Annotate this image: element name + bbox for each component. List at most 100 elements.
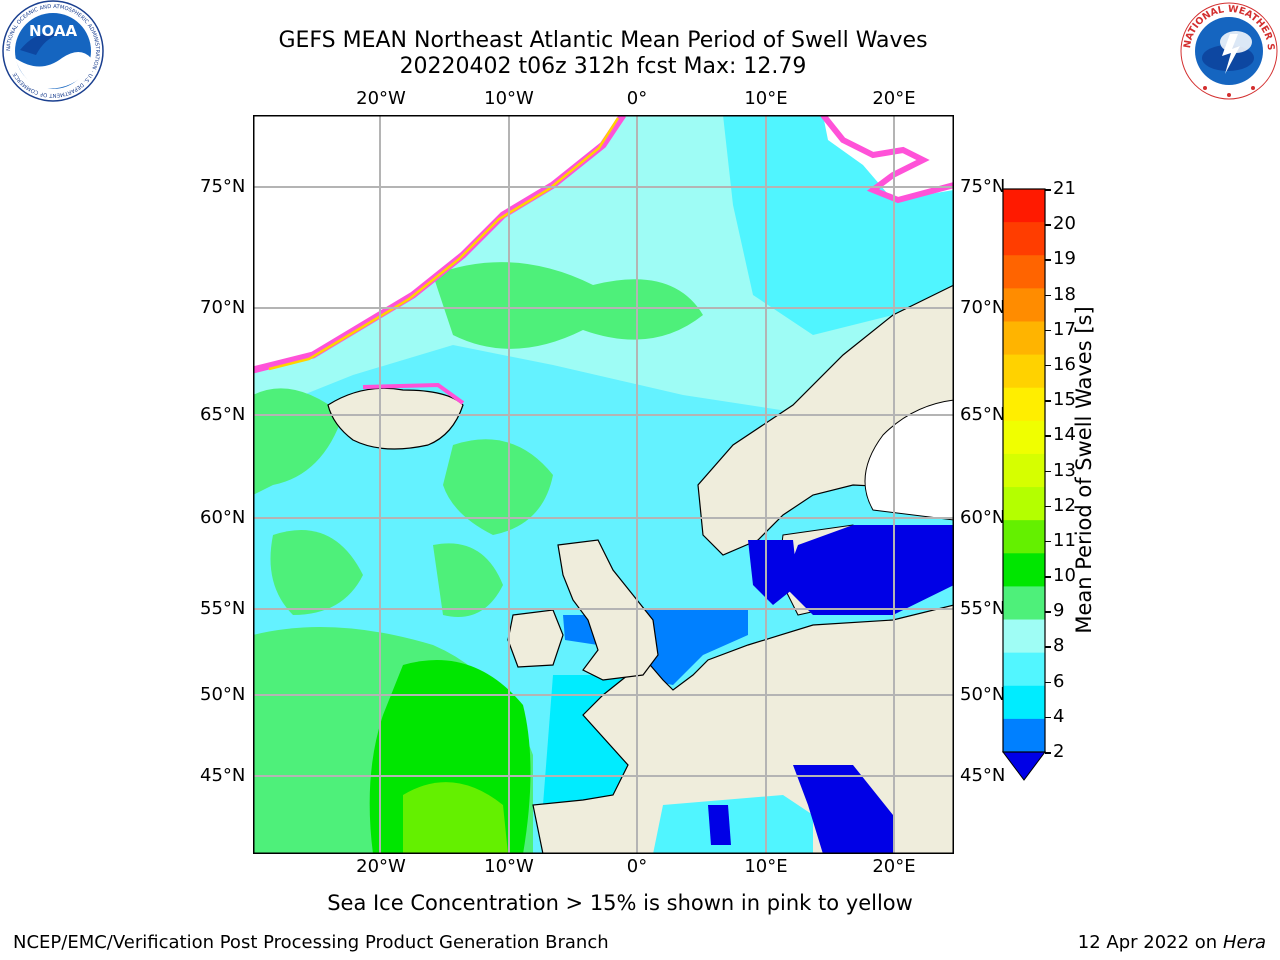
land-finland	[864, 399, 954, 521]
colorbar-tick-mark	[1045, 470, 1051, 472]
map-frame	[253, 115, 954, 854]
lat-label-left-65n: 65°N	[200, 404, 246, 425]
colorbar-steps	[1003, 189, 1045, 753]
colorbar-step	[1003, 288, 1045, 322]
lon-label-top-10w: 10°W	[484, 88, 534, 109]
sea-ice-edge-iceland	[362, 382, 465, 405]
colorbar-tick-label: 11	[1053, 529, 1076, 551]
colorbar-tick-label: 12	[1053, 494, 1076, 516]
lon-label-bottom-10e: 10°E	[744, 856, 788, 877]
colorbar-tick-mark	[1045, 364, 1051, 367]
colorbar-step	[1003, 222, 1045, 256]
colorbar-tick-label: 14	[1053, 424, 1076, 446]
land-greenland	[253, 115, 623, 370]
colorbar-step	[1003, 520, 1045, 554]
noaa-logo: NOAA NATIONAL OCEANIC AND ATMOSPHERIC AD…	[2, 0, 104, 102]
swell-zone-green-faroe	[443, 439, 553, 535]
colorbar-step	[1003, 619, 1045, 654]
colorbar-tick-label: 21	[1053, 178, 1076, 199]
swell-zone-blue-northsea	[638, 610, 748, 685]
colorbar-tick-label: 4	[1053, 705, 1065, 727]
lat-label-left-45n: 45°N	[200, 765, 246, 786]
colorbar-tick-mark	[1045, 752, 1051, 754]
colorbar-tick-mark	[1045, 505, 1051, 508]
colorbar-tick-mark	[1045, 224, 1051, 226]
swell-zone-green-west	[270, 530, 363, 615]
nws-logo: NATIONAL WEATHER SERVICE	[1178, 0, 1278, 100]
colorbar-tick-mark	[1045, 646, 1051, 648]
colorbar-tick-mark	[1045, 435, 1051, 437]
swell-zone-blue-baltic	[783, 525, 954, 615]
lon-label-top-10e: 10°E	[744, 88, 788, 109]
machine-name: Hera	[1222, 932, 1266, 953]
lat-label-right-60n: 60°N	[960, 507, 1006, 528]
date-line: 12 Apr 2022 on Hera	[1078, 932, 1266, 953]
colorbar-step	[1003, 321, 1045, 356]
colorbar-tick-mark	[1045, 189, 1051, 191]
lon-label-bottom-10w: 10°W	[484, 856, 534, 877]
sea-ice-edge-svalbard	[820, 115, 954, 204]
lat-label-right-50n: 50°N	[960, 684, 1006, 705]
colorbar-tick-label: 13	[1053, 459, 1076, 481]
land-corsica-sardinia	[708, 805, 731, 845]
colorbar-step	[1003, 420, 1045, 455]
ice-note: Sea Ice Concentration > 15% is shown in …	[327, 891, 913, 915]
swell-zone-med-blue	[793, 765, 893, 854]
colorbar-tick-label: 17	[1053, 318, 1076, 340]
colorbar-step	[1003, 586, 1045, 621]
colorbar-label: Mean Period of Swell Waves [s]	[1072, 306, 1096, 634]
colorbar	[1002, 188, 1046, 781]
colorbar-tick-mark	[1045, 540, 1051, 543]
colorbar-tick-mark	[1045, 576, 1051, 578]
colorbar-step	[1003, 354, 1045, 389]
colorbar-step	[1003, 189, 1045, 223]
colorbar-step	[1003, 387, 1045, 422]
colorbar-tick-mark	[1045, 294, 1051, 297]
colorbar-tick-label: 8	[1053, 635, 1065, 657]
land-scandinavia	[697, 284, 954, 556]
colorbar-tick-label: 9	[1053, 600, 1065, 622]
swell-period-map	[253, 115, 954, 854]
colorbar-tick-label: 20	[1053, 213, 1076, 235]
lon-label-bottom-20w: 20°W	[356, 856, 406, 877]
colorbar-tick-mark	[1045, 716, 1051, 719]
land-iceland	[327, 387, 464, 450]
colorbar-step	[1003, 685, 1045, 720]
lon-label-top-20w: 20°W	[356, 88, 406, 109]
credit-line: NCEP/EMC/Verification Post Processing Pr…	[13, 932, 609, 953]
sea-ice-edge-greenland-inner	[268, 117, 620, 371]
colorbar-tick-label: 2	[1053, 741, 1065, 762]
colorbar-tick-label: 6	[1053, 670, 1065, 692]
land-svalbard	[823, 115, 954, 200]
colorbar-step	[1003, 255, 1045, 289]
lat-label-left-55n: 55°N	[200, 598, 246, 619]
graticule	[253, 115, 954, 854]
colorbar-tick-mark	[1045, 259, 1051, 261]
lat-label-left-50n: 50°N	[200, 684, 246, 705]
swell-zone-blue-skagerrak	[748, 540, 798, 605]
colorbar-tick-label: 16	[1053, 353, 1076, 375]
lat-label-left-60n: 60°N	[200, 507, 246, 528]
lat-label-left-70n: 70°N	[200, 297, 246, 318]
chart-title: GEFS MEAN Northeast Atlantic Mean Period…	[278, 28, 928, 53]
colorbar-tick-mark	[1045, 681, 1051, 684]
land-ireland	[507, 609, 564, 668]
colorbar-extend-triangle	[1002, 751, 1046, 781]
colorbar-tick-label: 15	[1053, 389, 1076, 411]
swell-zone-green-rockall	[433, 543, 503, 617]
swell-zone-green-north	[433, 262, 703, 349]
lat-label-right-55n: 55°N	[960, 598, 1006, 619]
lat-label-right-75n: 75°N	[960, 176, 1006, 197]
noaa-logo-text: NOAA	[29, 22, 78, 40]
colorbar-tick-mark	[1045, 329, 1051, 332]
lon-label-top-0: 0°	[626, 88, 648, 109]
colorbar-tick-label: 10	[1053, 565, 1076, 587]
lon-label-top-20e: 20°E	[872, 88, 916, 109]
colorbar-tick-label: 18	[1053, 283, 1076, 305]
colorbar-tick-label: 19	[1053, 248, 1076, 270]
lat-label-left-75n: 75°N	[200, 176, 246, 197]
colorbar-tick-mark	[1045, 611, 1051, 613]
swell-zone-lime	[403, 782, 508, 854]
lon-label-bottom-20e: 20°E	[872, 856, 916, 877]
swell-zone-med-cyan	[653, 795, 813, 854]
